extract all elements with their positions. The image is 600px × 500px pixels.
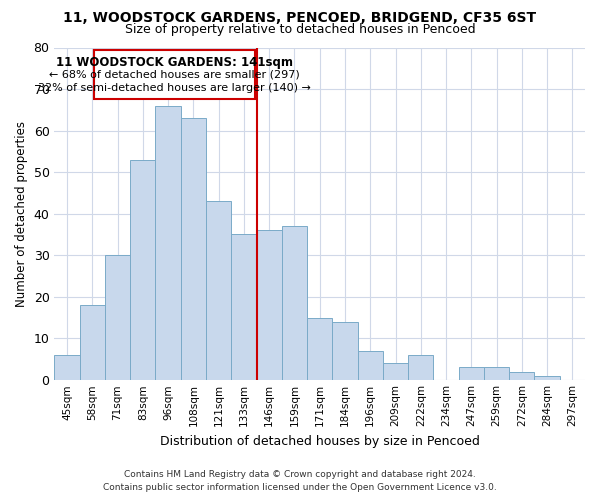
- X-axis label: Distribution of detached houses by size in Pencoed: Distribution of detached houses by size …: [160, 434, 479, 448]
- Bar: [105, 255, 130, 380]
- Text: ← 68% of detached houses are smaller (297): ← 68% of detached houses are smaller (29…: [49, 69, 300, 79]
- Bar: [55, 355, 80, 380]
- Bar: [155, 106, 181, 380]
- Bar: [206, 201, 231, 380]
- Text: 32% of semi-detached houses are larger (140) →: 32% of semi-detached houses are larger (…: [38, 83, 311, 93]
- Y-axis label: Number of detached properties: Number of detached properties: [15, 120, 28, 306]
- Bar: [484, 368, 509, 380]
- Bar: [458, 368, 484, 380]
- Bar: [509, 372, 535, 380]
- Bar: [181, 118, 206, 380]
- Bar: [257, 230, 282, 380]
- Bar: [408, 355, 433, 380]
- Text: Size of property relative to detached houses in Pencoed: Size of property relative to detached ho…: [125, 22, 475, 36]
- Bar: [307, 318, 332, 380]
- Bar: [535, 376, 560, 380]
- Bar: [130, 160, 155, 380]
- Bar: [358, 351, 383, 380]
- Bar: [282, 226, 307, 380]
- Bar: [80, 305, 105, 380]
- Text: Contains HM Land Registry data © Crown copyright and database right 2024.
Contai: Contains HM Land Registry data © Crown c…: [103, 470, 497, 492]
- Bar: [231, 234, 257, 380]
- Bar: [383, 364, 408, 380]
- Text: 11 WOODSTOCK GARDENS: 141sqm: 11 WOODSTOCK GARDENS: 141sqm: [56, 56, 293, 69]
- Bar: [332, 322, 358, 380]
- Bar: [94, 50, 255, 100]
- Text: 11, WOODSTOCK GARDENS, PENCOED, BRIDGEND, CF35 6ST: 11, WOODSTOCK GARDENS, PENCOED, BRIDGEND…: [64, 11, 536, 25]
